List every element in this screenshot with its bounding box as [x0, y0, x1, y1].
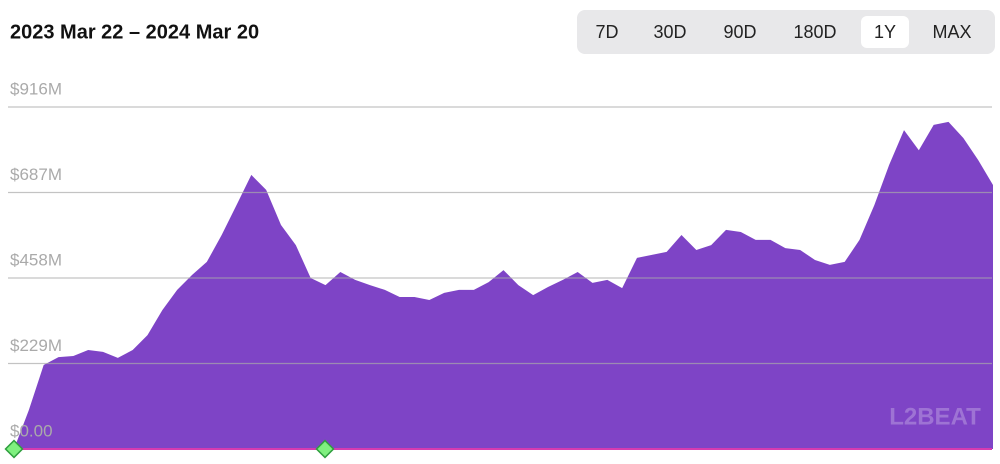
- y-tick-label: $229M: [10, 336, 62, 355]
- y-tick-label: $0.00: [10, 421, 53, 440]
- range-button-selected[interactable]: [861, 16, 909, 48]
- range-button[interactable]: 7D: [595, 22, 618, 42]
- range-button[interactable]: 180D: [793, 22, 836, 42]
- range-button[interactable]: 30D: [653, 22, 686, 42]
- range-button[interactable]: MAX: [932, 22, 971, 42]
- chart-title: 2023 Mar 22 – 2024 Mar 20: [10, 21, 259, 43]
- area: [14, 121, 993, 449]
- y-tick-label: $687M: [10, 165, 62, 184]
- y-tick-label: $916M: [10, 79, 62, 98]
- y-tick-label: $458M: [10, 250, 62, 269]
- range-handle[interactable]: [4, 439, 24, 459]
- plot-area: $0.00 $229M $458M $687M $916M L2BEAT: [4, 79, 993, 459]
- range-button[interactable]: 90D: [723, 22, 756, 42]
- watermark: L2BEAT: [889, 403, 981, 430]
- range-buttons: 7D 30D 90D 180D 1Y MAX: [595, 16, 972, 48]
- range-button[interactable]: 1Y: [874, 22, 896, 42]
- range-handle[interactable]: [315, 439, 335, 459]
